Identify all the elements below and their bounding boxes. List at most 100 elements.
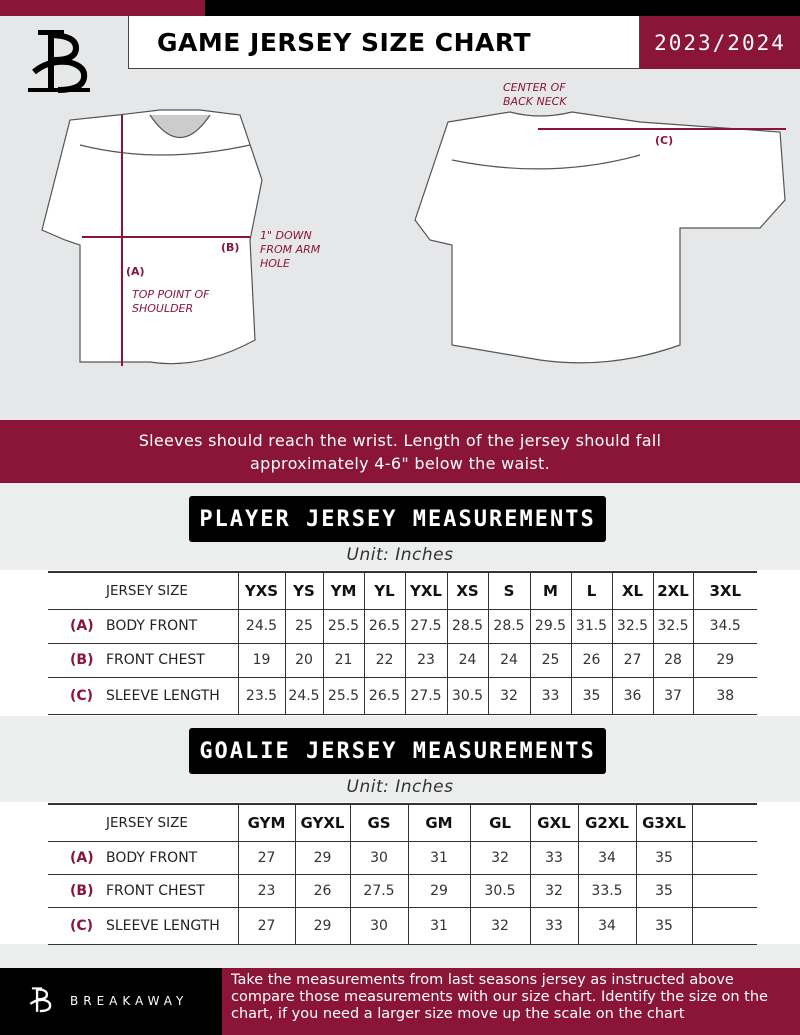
season-badge: 2023/2024: [640, 16, 800, 69]
table-cell: 26: [570, 643, 612, 678]
table-cell: 29: [294, 907, 350, 945]
table-cell: 34.5: [692, 609, 757, 644]
table-cell: 34: [577, 907, 636, 945]
table-cell: 31: [407, 841, 470, 875]
row-label: (C) SLEEVE LENGTH: [48, 677, 238, 715]
table-cell: 35: [635, 841, 692, 875]
table-cell: 32.5: [652, 609, 693, 644]
size-header: GL: [469, 803, 530, 842]
jersey-back-outline: [414, 111, 786, 364]
size-header: YXL: [404, 571, 447, 610]
table-cell: 30: [349, 907, 408, 945]
table-row: (A) BODY FRONT 24.5 25 25.5 26.5 27.5 28.5 28.5 2…: [48, 609, 757, 644]
table-cell: 25: [529, 643, 571, 678]
table-cell: 22: [363, 643, 405, 678]
fit-text-2: approximately 4-6" below the waist.: [250, 454, 550, 473]
table-cell: 27.5: [404, 609, 447, 644]
top-accent-maroon: [0, 0, 205, 16]
size-header: L: [570, 571, 612, 610]
label-a: (A): [126, 265, 145, 278]
footer-instructions: Take the measurements from last seasons …: [222, 968, 800, 1035]
table-cell: [691, 907, 757, 945]
table-cell: 23.5: [237, 677, 285, 715]
size-header: YS: [284, 571, 323, 610]
row-name: BODY FRONT: [106, 618, 198, 634]
table-cell: 32: [469, 907, 530, 945]
table-row: (B) FRONT CHEST 23 26 27.5 29 30.5 32 33.5 35: [48, 874, 757, 908]
size-header: GYM: [237, 803, 295, 842]
table-cell: 27: [237, 907, 295, 945]
table-cell: [691, 841, 757, 875]
size-header: GS: [349, 803, 408, 842]
table-cell: 24.5: [237, 609, 285, 644]
size-header: XS: [446, 571, 488, 610]
table-row: (B) FRONT CHEST 19 20 21 22 23 24 24 25 26 27 28 29: [48, 643, 757, 678]
table-cell: 27.5: [349, 874, 408, 908]
goalie-size-table: JERSEY SIZE GYM GYXL GS GM GL GXL G2XL G3XL (A) BO…: [48, 803, 757, 945]
table-cell: 24: [446, 643, 488, 678]
footer-brand-name: BREAKAWAY: [70, 994, 189, 1008]
table-cell: 19: [237, 643, 285, 678]
table-cell: 30: [349, 841, 408, 875]
table-cell: 23: [404, 643, 447, 678]
table-cell: 38: [692, 677, 757, 715]
table-cell: 29.5: [529, 609, 571, 644]
table-cell: 26.5: [363, 609, 405, 644]
size-header: [691, 803, 757, 842]
table-cell: 33: [529, 841, 578, 875]
size-header: GYXL: [294, 803, 350, 842]
size-header: YL: [363, 571, 405, 610]
row-letter: (C): [70, 687, 94, 704]
table-cell: 27: [237, 841, 295, 875]
table-cell: 32.5: [611, 609, 653, 644]
row-letter: (A): [70, 618, 94, 634]
size-header: XL: [611, 571, 653, 610]
table-cell: 33.5: [577, 874, 636, 908]
row-label: (B) FRONT CHEST: [48, 874, 238, 908]
row-letter: (A): [70, 849, 94, 866]
table-row: (C) SLEEVE LENGTH 23.5 24.5 25.5 26.5 27.5 30.5…: [48, 677, 757, 715]
table-cell: 28: [652, 643, 693, 678]
table-cell: [691, 874, 757, 908]
label-c: (C): [655, 134, 674, 147]
center-back-neck-note: CENTER OF BACK NECK: [503, 81, 567, 108]
player-unit: Unit: Inches: [346, 545, 454, 565]
table-cell: 29: [692, 643, 757, 678]
table-cell: 37: [652, 677, 693, 715]
table-cell: 23: [237, 874, 295, 908]
top-accent-black: [205, 0, 800, 16]
size-header: G3XL: [635, 803, 692, 842]
footer-brand: BREAKAWAY: [0, 968, 222, 1035]
size-header: S: [487, 571, 530, 610]
table-row: (A) BODY FRONT 27 29 30 31 32 33 34 35: [48, 841, 757, 875]
row-label: (B) FRONT CHEST: [48, 643, 238, 678]
table-cell: 28.5: [446, 609, 488, 644]
table-cell: 33: [529, 907, 578, 945]
arm-hole-note: 1" DOWN FROM ARM HOLE: [260, 229, 321, 270]
player-section-title: PLAYER JERSEY MEASUREMENTS: [189, 496, 606, 542]
table-cell: 29: [294, 841, 350, 875]
table-cell: 35: [635, 907, 692, 945]
row-letter: (C): [70, 917, 94, 934]
table-cell: 25.5: [322, 677, 364, 715]
row-name: BODY FRONT: [106, 849, 198, 866]
table-cell: 36: [611, 677, 653, 715]
header-label: JERSEY SIZE: [48, 803, 238, 842]
jersey-diagram: [41, 109, 786, 366]
table-cell: 27.5: [404, 677, 447, 715]
table-cell: 25: [284, 609, 323, 644]
size-header: YM: [322, 571, 364, 610]
row-name: FRONT CHEST: [106, 652, 205, 668]
shoulder-note: TOP POINT OF SHOULDER: [132, 288, 210, 315]
table-cell: 35: [635, 874, 692, 908]
table-cell: 32: [487, 677, 530, 715]
table-cell: 30.5: [446, 677, 488, 715]
goalie-unit: Unit: Inches: [346, 777, 454, 797]
table-cell: 21: [322, 643, 364, 678]
table-cell: 29: [407, 874, 470, 908]
size-header: GXL: [529, 803, 578, 842]
row-label: (A) BODY FRONT: [48, 609, 238, 644]
table-cell: 33: [529, 677, 571, 715]
table-cell: 26: [294, 874, 350, 908]
table-cell: 25.5: [322, 609, 364, 644]
